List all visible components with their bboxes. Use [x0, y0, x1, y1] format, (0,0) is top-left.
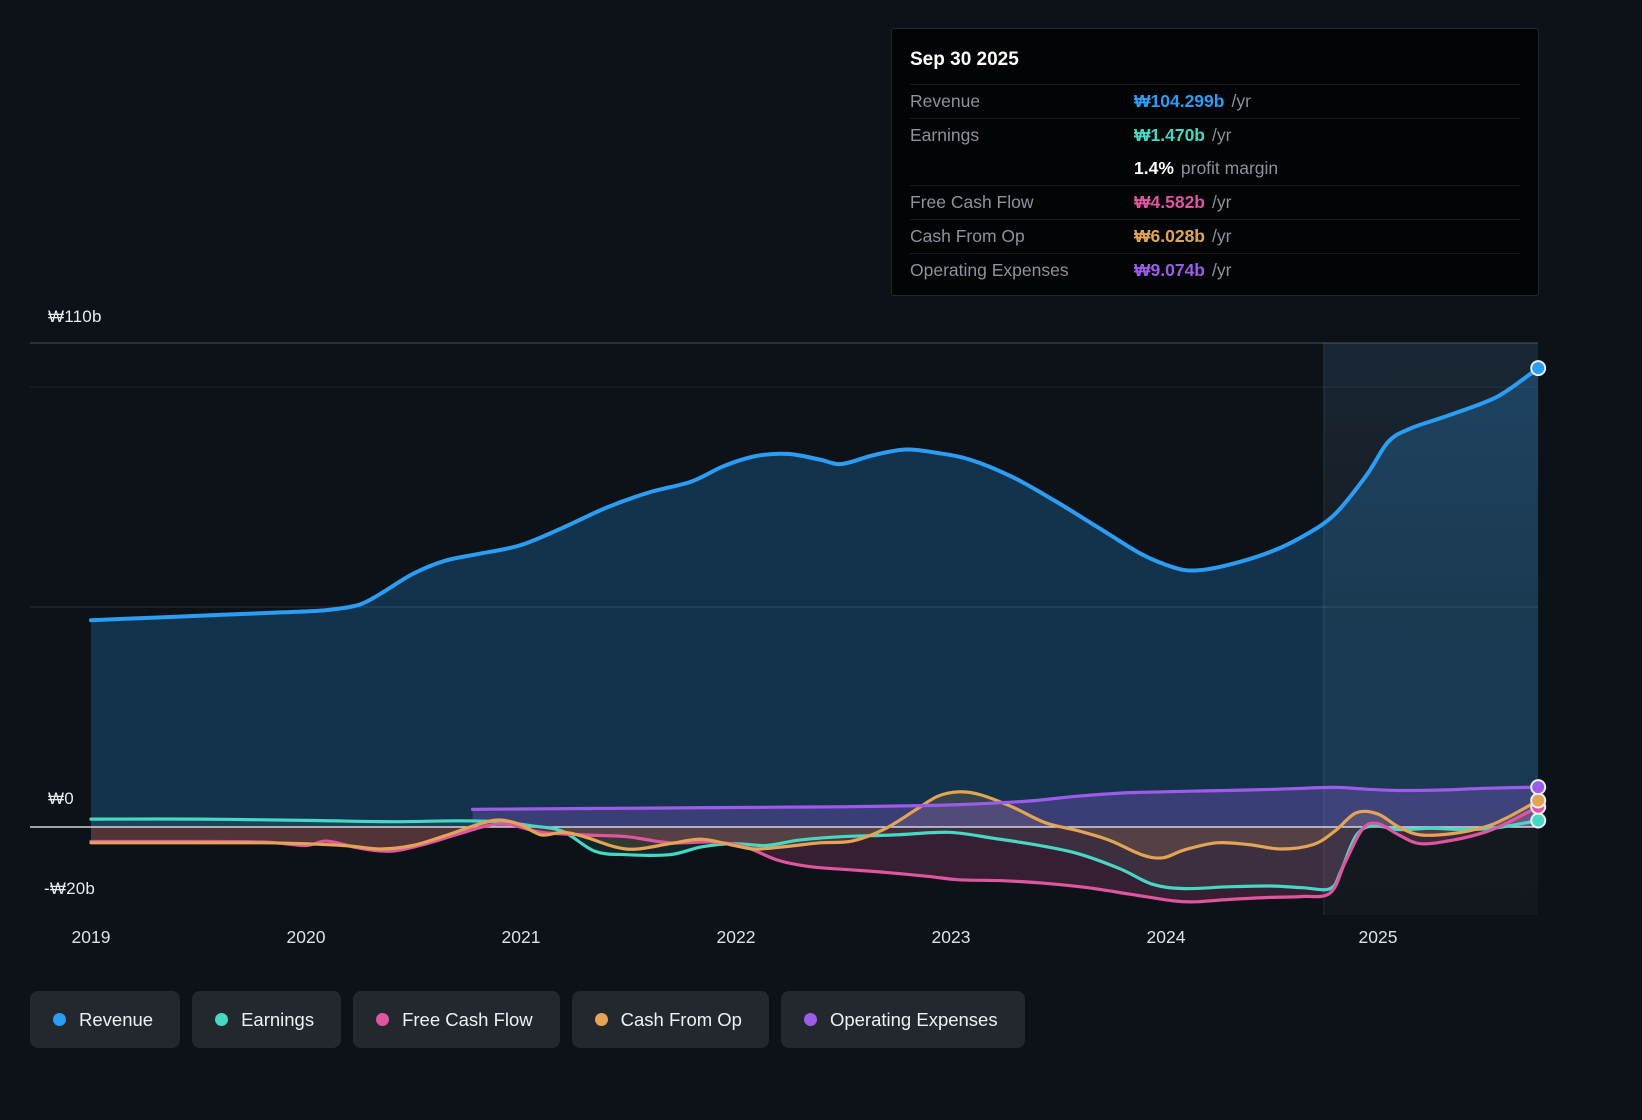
legend-item-cash-from-op[interactable]: Cash From Op — [571, 991, 769, 1048]
legend-item-revenue[interactable]: Revenue — [30, 991, 181, 1048]
x-tick-2021: 2021 — [501, 927, 541, 947]
x-tick-2020: 2020 — [286, 927, 326, 947]
legend-label: Operating Expenses — [829, 1008, 998, 1030]
tooltip-label: Operating Expenses — [910, 260, 1069, 280]
tooltip-value: ₩1.470b — [1134, 125, 1205, 145]
tooltip-suffix: /yr — [1212, 125, 1232, 145]
y-axis-label-bottom: -₩20b — [44, 879, 96, 898]
legend-label: Revenue — [79, 1008, 154, 1030]
y-axis-label-top: ₩110b — [48, 307, 102, 326]
series-lines — [89, 360, 1547, 904]
tooltip-value: ₩104.299b — [1134, 91, 1225, 111]
earnings-dot-icon — [215, 1013, 229, 1026]
tooltip-row-operating-expenses: Operating Expenses ₩9.074b /yr — [910, 253, 1520, 287]
y-axis-label-zero: ₩0 — [48, 789, 74, 808]
series-areas — [91, 368, 1539, 902]
revenue-dot-icon — [53, 1013, 66, 1026]
tooltip-suffix: /yr — [1212, 260, 1232, 280]
tooltip-row-earnings: Earnings ₩1.470b /yr — [910, 118, 1520, 152]
legend-item-operating-expenses[interactable]: Operating Expenses — [780, 991, 1025, 1048]
tooltip-date: Sep 30 2025 — [910, 49, 1019, 70]
tooltip-value: ₩6.028b — [1134, 226, 1205, 246]
legend-item-earnings[interactable]: Earnings — [192, 991, 342, 1048]
gridlines — [30, 342, 1538, 608]
operating-expenses-dot-icon — [803, 1013, 817, 1026]
tooltip-row-profit-margin: 1.4% profit margin — [910, 152, 1520, 185]
x-axis: 2019 2020 2021 2022 2023 2024 2025 — [0, 927, 1642, 953]
x-tick-2025: 2025 — [1358, 927, 1398, 947]
legend-label: Free Cash Flow — [402, 1008, 533, 1030]
cash-from-op-dot-icon — [594, 1013, 608, 1026]
legend-label: Cash From Op — [620, 1008, 742, 1030]
chart-tooltip: Sep 30 2025 Revenue ₩104.299b /yr Earnin… — [891, 28, 1539, 296]
free-cash-flow-dot-icon — [376, 1013, 390, 1026]
chart-legend: Revenue Earnings Free Cash Flow Cash Fro… — [30, 991, 1025, 1048]
tooltip-suffix: /yr — [1212, 192, 1232, 212]
x-tick-2023: 2023 — [931, 927, 971, 947]
tooltip-value: 1.4% — [1134, 158, 1174, 178]
tooltip-label: Free Cash Flow — [910, 192, 1034, 212]
tooltip-value: ₩4.582b — [1134, 192, 1205, 212]
legend-item-free-cash-flow[interactable]: Free Cash Flow — [353, 991, 560, 1048]
tooltip-label: Earnings — [910, 125, 980, 145]
tooltip-suffix: profit margin — [1180, 158, 1279, 178]
x-tick-2019: 2019 — [71, 927, 111, 947]
tooltip-label: Revenue — [910, 91, 981, 111]
tooltip-row-free-cash-flow: Free Cash Flow ₩4.582b /yr — [910, 185, 1520, 219]
tooltip-suffix: /yr — [1212, 226, 1232, 246]
tooltip-suffix: /yr — [1231, 91, 1251, 111]
tooltip-label: Cash From Op — [910, 226, 1025, 246]
tooltip-row-revenue: Revenue ₩104.299b /yr — [910, 84, 1520, 118]
x-tick-2022: 2022 — [716, 927, 756, 947]
x-tick-2024: 2024 — [1146, 927, 1186, 947]
tooltip-value: ₩9.074b — [1134, 260, 1205, 280]
legend-label: Earnings — [241, 1008, 315, 1030]
tooltip-row-cash-from-op: Cash From Op ₩6.028b /yr — [910, 219, 1520, 253]
